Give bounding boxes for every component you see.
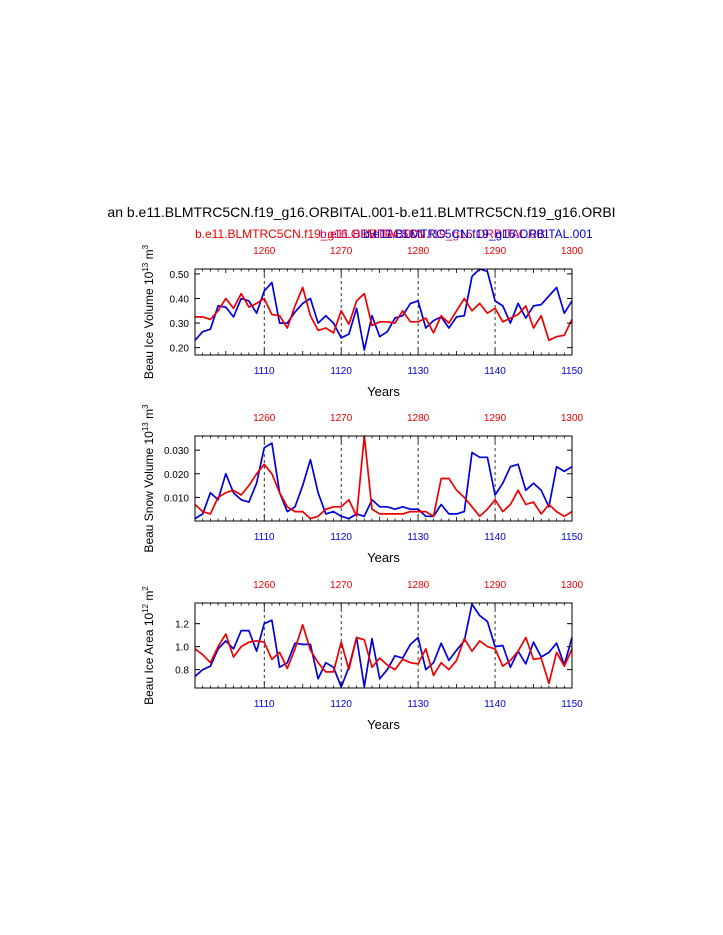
series-line-blue	[194, 268, 573, 351]
xtick-label-top: 1260	[253, 580, 276, 591]
series-line-blue	[194, 603, 573, 688]
xtick-label-bottom: 1140	[484, 366, 506, 377]
xtick-label-top: 1270	[330, 246, 353, 257]
xtick-label-bottom: 1120	[330, 366, 352, 377]
xtick-label-bottom: 1130	[407, 532, 429, 543]
xtick-label-top: 1260	[253, 246, 276, 257]
y-axis-label: Beau Snow Volume 1013 m3	[141, 404, 156, 553]
xtick-label-top: 1280	[407, 580, 430, 591]
xtick-label-top: 1260	[253, 413, 276, 424]
series-line-red	[195, 286, 573, 342]
panel-ice-volume: 0.20 0.30 0.40 0.50 1110 1120 1130 1140 1150 1260…	[141, 244, 584, 399]
series-line-red	[194, 435, 573, 520]
xtick-label-top: 1300	[561, 580, 584, 591]
y-axis-label: Beau Ice Area 1012 m2	[141, 586, 156, 705]
ytick-label: 0.030	[164, 446, 189, 457]
plot-frame	[194, 435, 573, 522]
y-axis-label: Beau Ice Volume 1013 m3	[141, 244, 156, 379]
xtick-label-top: 1280	[407, 413, 430, 424]
xtick-label-top: 1270	[330, 413, 353, 424]
series-line-blue	[194, 442, 573, 520]
panel-snow-volume: 0.010 0.020 0.030 1110 1120 1130 1140 1150 1260 1…	[141, 404, 584, 565]
x-axis-label: Years	[367, 384, 400, 399]
ytick-label: 0.30	[170, 319, 190, 330]
xtick-label-top: 1280	[407, 246, 430, 257]
ytick-label: 0.010	[164, 493, 189, 504]
x-axis-label: Years	[367, 717, 400, 732]
xtick-label-bottom: 1140	[484, 532, 506, 543]
ytick-label: 1.2	[175, 620, 189, 631]
xtick-label-bottom: 1140	[484, 699, 506, 710]
ytick-label: 0.020	[164, 470, 189, 481]
xtick-label-bottom: 1110	[254, 532, 275, 543]
plot-frame	[194, 602, 573, 689]
ytick-label: 0.50	[170, 270, 190, 281]
xtick-label-bottom: 1150	[561, 699, 583, 710]
xtick-label-bottom: 1150	[561, 366, 583, 377]
xtick-label-bottom: 1110	[254, 366, 275, 377]
legend-label-mid: b.e11.BLMTRC5CN.f19_g16.ORBITAL.001	[320, 227, 550, 241]
series-line-red	[194, 623, 573, 685]
xtick-label-bottom: 1130	[407, 699, 429, 710]
xtick-label-top: 1290	[484, 580, 507, 591]
xtick-label-bottom: 1120	[330, 699, 352, 710]
legend-label-blue: b.e11.BLMTRC5CN.f19_g16.ORBITAL.001	[363, 227, 593, 241]
xtick-label-top: 1270	[330, 580, 353, 591]
ytick-label: 0.20	[170, 344, 190, 355]
figure-title: an b.e11.BLMTRC5CN.f19_g16.ORBITAL.001-b…	[107, 204, 616, 220]
xtick-label-top: 1290	[484, 413, 507, 424]
ytick-label: 0.40	[170, 294, 190, 305]
ytick-label: 0.8	[175, 666, 189, 677]
plot-frame	[194, 268, 573, 356]
xtick-label-top: 1290	[484, 246, 507, 257]
xtick-label-top: 1300	[561, 246, 584, 257]
panel-ice-area: 0.8 1.0 1.2 1110 1120 1130 1140 1150 1260 1270 128…	[141, 580, 584, 732]
xtick-label-bottom: 1110	[254, 699, 275, 710]
ytick-label: 1.0	[175, 643, 189, 654]
xtick-label-top: 1300	[561, 413, 584, 424]
legend-overlay: b.e11.BLMTRC5CN.f19_g16.ORBITAL.001 b.e1…	[0, 227, 723, 245]
x-axis-label: Years	[367, 550, 400, 565]
xtick-label-bottom: 1150	[561, 532, 583, 543]
legend-label-red: b.e11.BLMTRC5CN.f19_g16.ORBITAL.001	[195, 227, 425, 241]
xtick-label-bottom: 1120	[330, 532, 352, 543]
xtick-label-bottom: 1130	[407, 366, 429, 377]
